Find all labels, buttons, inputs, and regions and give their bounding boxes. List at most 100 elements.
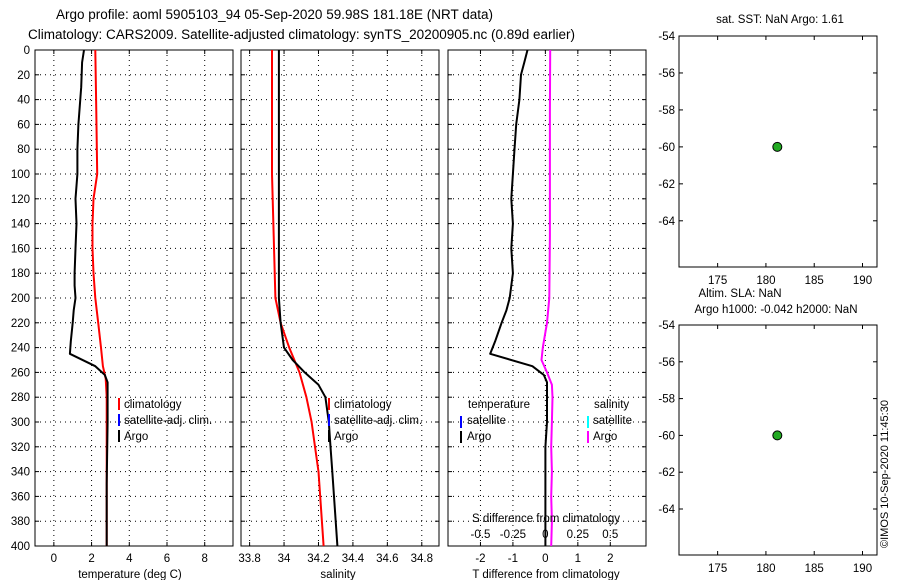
series-line-climatology bbox=[271, 50, 325, 547]
map-x-tick-label: 180 bbox=[756, 563, 775, 575]
depth-tick-label: 140 bbox=[11, 219, 30, 231]
depth-tick-label: 200 bbox=[11, 293, 30, 305]
x-tick-label: 0 bbox=[51, 553, 57, 565]
depth-tick-label: 380 bbox=[11, 516, 30, 528]
depth-tick-label: 60 bbox=[17, 119, 30, 131]
x-tick-label: 0 bbox=[542, 553, 548, 565]
map-y-tick-label: -62 bbox=[658, 467, 675, 479]
temperature-series bbox=[68, 49, 109, 546]
x-tick-label: 34 bbox=[278, 553, 291, 565]
temperature-x-ticks: 0 2 4 6 8 bbox=[51, 553, 208, 565]
salinity-grid bbox=[241, 49, 439, 547]
top-axis-ticks: -0.5 -0.25 0 0.25 0.5 bbox=[471, 529, 619, 541]
top-axis-label: S difference from climatology bbox=[472, 513, 620, 525]
top-tick-label: 0.5 bbox=[602, 529, 618, 541]
x-tick-label: 34.6 bbox=[376, 553, 398, 565]
depth-tick-label: 300 bbox=[11, 417, 30, 429]
temperature-frame bbox=[34, 49, 234, 547]
sst-map-ticks: -54 -56 -58 -60 -62 -64 175 180 185 190 bbox=[658, 31, 877, 287]
depth-tick-label: 160 bbox=[11, 243, 30, 255]
map-y-tick-label: -64 bbox=[658, 216, 675, 228]
top-tick-label: -0.25 bbox=[500, 529, 526, 541]
x-tick-label: -2 bbox=[475, 553, 485, 565]
sla-map-ticks: -54 -56 -58 -60 -62 -64 175 180 185 190 bbox=[658, 320, 877, 575]
x-tick-label: 8 bbox=[202, 553, 208, 565]
legend-label-s-satellite: satellite bbox=[593, 415, 632, 427]
series-line-climatology bbox=[91, 49, 108, 546]
depth-tick-label: 360 bbox=[11, 491, 30, 503]
legend-label-satellite: satellite-adj. clim. bbox=[334, 415, 422, 427]
map-x-tick-label: 190 bbox=[853, 563, 872, 575]
imos-timestamp: ©IMOS 10-Sep-2020 11:45:30 bbox=[879, 400, 891, 548]
legend-swatch-satellite bbox=[118, 414, 120, 426]
sst-map-frame bbox=[678, 35, 878, 268]
map-y-tick-label: -54 bbox=[658, 320, 675, 332]
depth-tick-label: 340 bbox=[11, 467, 30, 479]
sla-map-subtitle: Argo h1000: -0.042 h2000: NaN bbox=[694, 304, 857, 316]
top-tick-label: 0.25 bbox=[567, 529, 589, 541]
map-y-tick-label: -60 bbox=[658, 430, 675, 442]
title-line-1: Argo profile: aoml 5905103_94 05-Sep-202… bbox=[56, 7, 493, 22]
salinity-frame bbox=[240, 49, 440, 547]
depth-tick-label: 80 bbox=[17, 144, 30, 156]
map-y-tick-label: -54 bbox=[658, 31, 675, 43]
temperature-xlabel: temperature (deg C) bbox=[78, 569, 182, 580]
map-y-tick-label: -58 bbox=[658, 105, 675, 117]
map-y-tick-label: -56 bbox=[658, 357, 675, 369]
legend-title-salinity: salinity bbox=[594, 399, 629, 411]
sla-map-panel: Altim. SLA: NaN Argo h1000: -0.042 h2000… bbox=[658, 288, 878, 575]
map-x-tick-label: 185 bbox=[805, 563, 824, 575]
title-line-2: Climatology: CARS2009. Satellite-adjuste… bbox=[28, 27, 575, 42]
x-tick-label: -1 bbox=[508, 553, 518, 565]
x-tick-label: 4 bbox=[126, 553, 133, 565]
depth-tick-label: 120 bbox=[11, 194, 30, 206]
legend-swatch-t-argo bbox=[460, 431, 462, 443]
depth-tick-label: 180 bbox=[11, 268, 30, 280]
temperature-grid bbox=[35, 49, 233, 547]
depth-tick-label: 400 bbox=[11, 541, 30, 553]
legend-swatch-satellite bbox=[328, 414, 330, 426]
map-x-tick-label: 175 bbox=[708, 563, 727, 575]
legend-title-temperature: temperature bbox=[468, 399, 530, 411]
legend-swatch-argo bbox=[328, 430, 330, 442]
x-tick-label: 1 bbox=[575, 553, 581, 565]
legend-label-climatology: climatology bbox=[334, 399, 392, 411]
map-point-marker bbox=[772, 141, 783, 152]
sla-map-frame bbox=[678, 324, 878, 556]
map-x-tick-label: 175 bbox=[708, 275, 727, 287]
series-line-salinity-argo bbox=[540, 49, 554, 547]
x-tick-label: 33.8 bbox=[238, 553, 260, 565]
legend-swatch-climatology bbox=[328, 398, 330, 410]
legend-label-satellite: satellite-adj. clim. bbox=[124, 415, 212, 427]
depth-tick-label: 40 bbox=[17, 95, 30, 107]
map-x-tick-label: 180 bbox=[756, 275, 775, 287]
legend-label-climatology: climatology bbox=[124, 399, 182, 411]
difference-legend: temperature salinity satellite Argo sate… bbox=[460, 399, 632, 443]
map-y-tick-label: -62 bbox=[658, 179, 675, 191]
series-line-argo bbox=[68, 49, 109, 546]
depth-tick-label: 240 bbox=[11, 343, 30, 355]
depth-tick-label: 280 bbox=[11, 392, 30, 404]
legend-label-argo: Argo bbox=[124, 431, 148, 443]
salinity-series bbox=[271, 50, 339, 547]
depth-tick-label: 320 bbox=[11, 442, 30, 454]
difference-top-axis: S difference from climatology -0.5 -0.25 0… bbox=[471, 513, 621, 541]
depth-tick-label: 100 bbox=[11, 169, 30, 181]
difference-panel: -2 -1 0 1 2 T difference from climatology te… bbox=[447, 49, 647, 580]
map-y-tick-label: -58 bbox=[658, 394, 675, 406]
temperature-panel: 0204060801001201401601802002202402602803… bbox=[11, 45, 234, 580]
difference-grid bbox=[448, 49, 646, 547]
legend-swatch-s-argo bbox=[587, 431, 589, 443]
top-tick-label: 0 bbox=[542, 529, 548, 541]
difference-xlabel: T difference from climatology bbox=[472, 569, 619, 580]
difference-x-ticks: -2 -1 0 1 2 bbox=[475, 553, 613, 565]
map-y-tick-label: -64 bbox=[658, 504, 675, 516]
temperature-legend: climatology satellite-adj. clim. Argo bbox=[118, 398, 212, 443]
legend-label-argo: Argo bbox=[334, 431, 358, 443]
series-line-argo bbox=[277, 50, 339, 547]
legend-swatch-climatology bbox=[118, 398, 120, 410]
legend-swatch-s-satellite bbox=[587, 416, 589, 428]
difference-series bbox=[489, 49, 554, 547]
x-tick-label: 34.2 bbox=[307, 553, 329, 565]
